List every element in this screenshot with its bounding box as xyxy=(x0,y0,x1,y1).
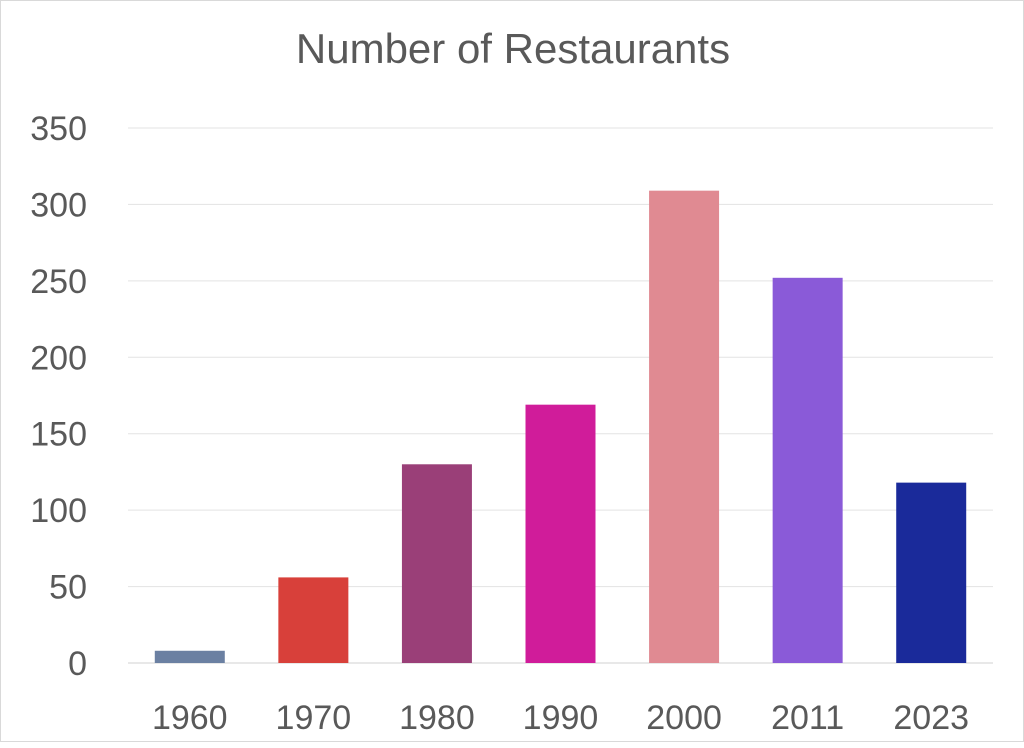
y-tick-label: 0 xyxy=(68,645,87,683)
bars xyxy=(154,190,967,663)
y-tick-label: 300 xyxy=(30,186,87,224)
y-tick-label: 150 xyxy=(30,416,87,454)
bar-2000 xyxy=(649,190,720,663)
bar-2011 xyxy=(772,277,843,663)
bar-1990 xyxy=(525,404,596,663)
x-tick-label: 1990 xyxy=(523,699,599,737)
x-tick-label: 2023 xyxy=(893,699,969,737)
chart-title: Number of Restaurants xyxy=(296,25,730,72)
y-tick-label: 350 xyxy=(30,110,87,148)
y-tick-label: 200 xyxy=(30,339,87,377)
x-tick-label: 2000 xyxy=(646,699,722,737)
y-tick-label: 100 xyxy=(30,492,87,530)
bar-1980 xyxy=(401,464,472,663)
bar-1970 xyxy=(278,577,349,663)
x-tick-label: 2011 xyxy=(771,699,844,737)
bar-2023 xyxy=(896,482,967,663)
x-tick-label: 1960 xyxy=(152,699,228,737)
bar-1960 xyxy=(154,650,225,663)
x-axis-ticks: 1960 1970 1980 1990 2000 2011 2023 xyxy=(152,699,969,737)
y-tick-label: 250 xyxy=(30,263,87,301)
x-tick-label: 1970 xyxy=(276,699,352,737)
y-axis-ticks: 0 50 100 150 200 250 300 350 xyxy=(30,110,87,683)
y-tick-label: 50 xyxy=(49,569,87,607)
x-tick-label: 1980 xyxy=(399,699,475,737)
